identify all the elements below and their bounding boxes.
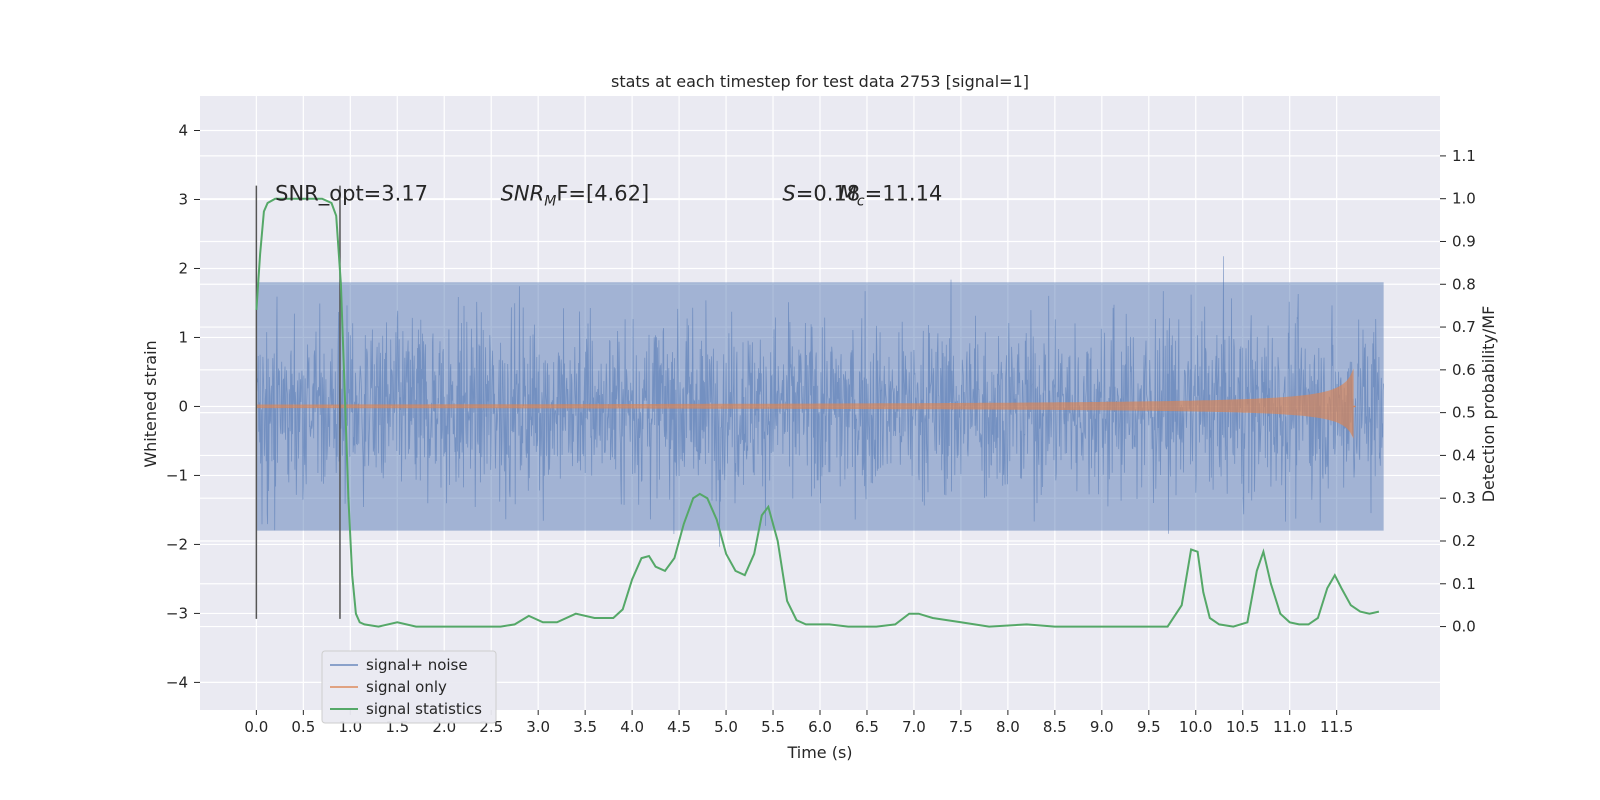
y-right-tick-label: 0.4 [1452,446,1476,464]
signal-only-envelope [256,368,1354,439]
x-tick-label: 0.5 [291,718,315,736]
annotation-3: Mc=11.14 [839,182,943,210]
series-signal-only [256,368,1356,439]
x-tick-label: 8.5 [1043,718,1067,736]
legend-label: signal+ noise [366,656,468,674]
y-axis-right-ticks: 0.0 0.1 0.2 0.3 0.4 0.5 0.6 0.7 0.8 0.9 1.0 1.1 [1440,147,1476,636]
y-axis-left-ticks: −4 −3 −2 −1 0 1 2 3 4 [166,121,200,691]
y-left-tick-label: −4 [166,673,188,691]
x-tick-label: 3.0 [526,718,550,736]
y-right-tick-label: 0.1 [1452,575,1476,593]
x-tick-label: 7.5 [949,718,973,736]
legend-label: signal statistics [366,700,482,718]
y-left-tick-label: −1 [166,466,188,484]
x-tick-label: 5.0 [714,718,738,736]
annotation-2: S=0.18 [782,182,860,206]
y-left-tick-label: −2 [166,535,188,553]
legend-box [321,650,497,724]
x-tick-label: 9.0 [1090,718,1114,736]
y-right-tick-label: 1.0 [1452,190,1476,208]
x-tick-label: 7.0 [902,718,926,736]
y-right-tick-label: 0.6 [1452,361,1476,379]
y-left-tick-label: 0 [178,397,188,415]
legend: signal+ noise signal only signal statistic… [321,650,497,724]
series-signal-statistics [255,197,1380,628]
x-tick-label: 4.0 [620,718,644,736]
y-left-tick-label: −3 [166,604,188,622]
y-right-tick-label: 1.1 [1452,147,1476,165]
signal-statistics-line [255,197,1380,628]
x-tick-label: 6.5 [855,718,879,736]
chart-title: stats at each timestep for test data 275… [611,72,1029,91]
noise-trace [256,256,1384,547]
y-right-tick-label: 0.0 [1452,618,1476,636]
x-axis-ticks: 0.0 0.5 1.0 1.5 2.0 2.5 3.0 3.5 4.0 4.5 5.0 5.5 6.0 6… [244,710,1353,736]
x-tick-label: 5.5 [761,718,785,736]
x-tick-label: 8.0 [996,718,1020,736]
y-axis-right-label: Detection probability/MF [1479,306,1498,503]
legend-label: signal only [366,678,447,696]
x-tick-label: 10.0 [1179,718,1212,736]
grid [200,96,1440,710]
x-tick-label: 10.5 [1226,718,1259,736]
x-tick-label: 9.5 [1137,718,1161,736]
annotation-0: SNR_opt=3.17 [275,182,428,207]
y-right-tick-label: 0.9 [1452,232,1476,250]
annotation-1: SNRMF=[4.62] [501,182,650,210]
y-right-tick-label: 0.2 [1452,532,1476,550]
y-right-tick-label: 0.8 [1452,275,1476,293]
y-axis-left-label: Whitened strain [141,340,160,467]
y-right-tick-label: 0.5 [1452,404,1476,422]
x-tick-label: 11.5 [1320,718,1353,736]
y-left-tick-label: 4 [178,121,188,139]
x-tick-label: 4.5 [667,718,691,736]
y-left-tick-label: 1 [178,328,188,346]
x-tick-label: 6.0 [808,718,832,736]
y-right-tick-label: 0.7 [1452,318,1476,336]
x-tick-label: 11.0 [1273,718,1306,736]
y-right-tick-label: 0.3 [1452,489,1476,507]
x-axis-label: Time (s) [786,743,852,762]
x-tick-label: 0.0 [244,718,268,736]
x-tick-label: 3.5 [573,718,597,736]
y-left-tick-label: 3 [178,190,188,208]
y-left-tick-label: 2 [178,259,188,277]
